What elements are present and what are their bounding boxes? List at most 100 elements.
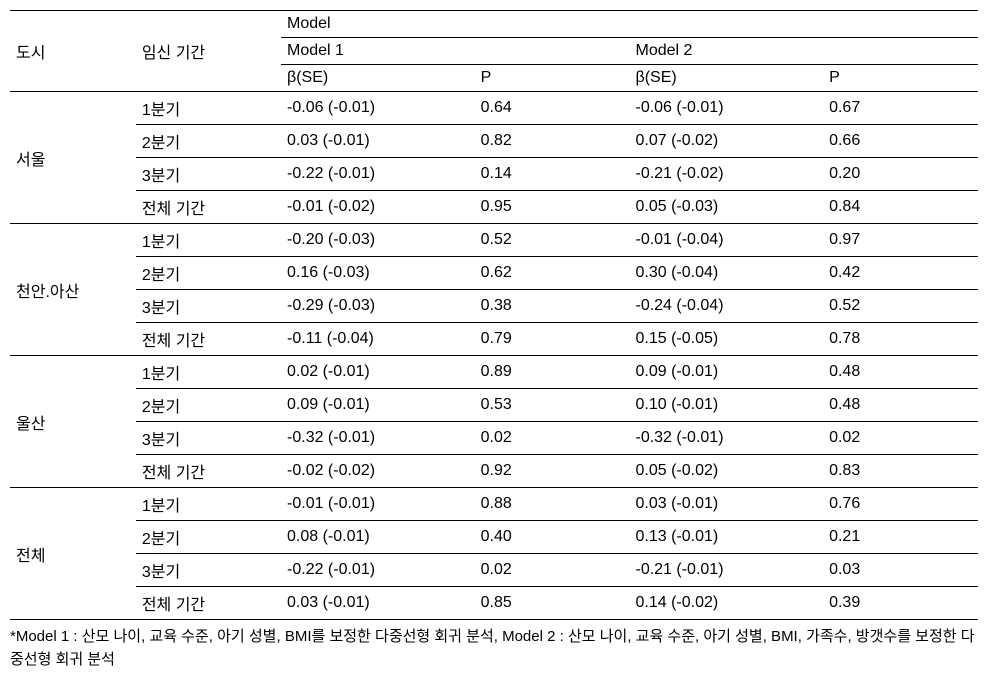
col-m2-bse: β(SE) — [629, 65, 823, 92]
cell-period: 1분기 — [136, 92, 281, 125]
cell-city: 울산 — [10, 356, 136, 488]
cell-m2-p: 0.02 — [823, 422, 978, 455]
cell-m2-p: 0.84 — [823, 191, 978, 224]
cell-m2-bse: 0.05 (-0.03) — [629, 191, 823, 224]
cell-city: 서울 — [10, 92, 136, 224]
cell-m1-p: 0.38 — [475, 290, 630, 323]
cell-m1-bse: -0.06 (-0.01) — [281, 92, 475, 125]
cell-m2-bse: 0.07 (-0.02) — [629, 125, 823, 158]
cell-m2-p: 0.83 — [823, 455, 978, 488]
cell-m2-p: 0.42 — [823, 257, 978, 290]
cell-m2-p: 0.39 — [823, 587, 978, 620]
cell-period: 전체 기간 — [136, 587, 281, 620]
cell-m2-bse: -0.32 (-0.01) — [629, 422, 823, 455]
cell-period: 전체 기간 — [136, 323, 281, 356]
header-row-1: 도시 임신 기간 Model — [10, 11, 978, 38]
cell-m2-bse: -0.21 (-0.02) — [629, 158, 823, 191]
table-row: 3분기 -0.22 (-0.01) 0.14 -0.21 (-0.02) 0.2… — [10, 158, 978, 191]
table-footnote: *Model 1 : 산모 나이, 교육 수준, 아기 성별, BMI를 보정한… — [10, 620, 978, 671]
regression-table: 도시 임신 기간 Model Model 1 Model 2 β(SE) P β… — [10, 10, 978, 620]
table-row: 전체 기간 -0.02 (-0.02) 0.92 0.05 (-0.02) 0.… — [10, 455, 978, 488]
col-city: 도시 — [10, 11, 136, 92]
cell-m2-bse: 0.14 (-0.02) — [629, 587, 823, 620]
cell-m1-bse: -0.02 (-0.02) — [281, 455, 475, 488]
cell-m1-p: 0.85 — [475, 587, 630, 620]
cell-m1-bse: -0.01 (-0.01) — [281, 488, 475, 521]
cell-m2-bse: -0.21 (-0.01) — [629, 554, 823, 587]
cell-m2-bse: -0.06 (-0.01) — [629, 92, 823, 125]
cell-m2-bse: 0.15 (-0.05) — [629, 323, 823, 356]
cell-m2-bse: 0.13 (-0.01) — [629, 521, 823, 554]
table-row: 3분기 -0.22 (-0.01) 0.02 -0.21 (-0.01) 0.0… — [10, 554, 978, 587]
cell-m1-bse: -0.22 (-0.01) — [281, 554, 475, 587]
cell-m2-p: 0.48 — [823, 356, 978, 389]
cell-m1-p: 0.02 — [475, 554, 630, 587]
cell-period: 2분기 — [136, 389, 281, 422]
table-row: 울산 1분기 0.02 (-0.01) 0.89 0.09 (-0.01) 0.… — [10, 356, 978, 389]
cell-m2-p: 0.03 — [823, 554, 978, 587]
cell-m2-bse: -0.24 (-0.04) — [629, 290, 823, 323]
cell-m1-p: 0.14 — [475, 158, 630, 191]
cell-m1-bse: 0.03 (-0.01) — [281, 587, 475, 620]
cell-m1-bse: -0.29 (-0.03) — [281, 290, 475, 323]
table-row: 전체 기간 -0.11 (-0.04) 0.79 0.15 (-0.05) 0.… — [10, 323, 978, 356]
cell-m2-p: 0.48 — [823, 389, 978, 422]
cell-m1-bse: -0.11 (-0.04) — [281, 323, 475, 356]
col-period: 임신 기간 — [136, 11, 281, 92]
col-m1-bse: β(SE) — [281, 65, 475, 92]
table-row: 3분기 -0.29 (-0.03) 0.38 -0.24 (-0.04) 0.5… — [10, 290, 978, 323]
cell-period: 2분기 — [136, 125, 281, 158]
cell-m1-p: 0.89 — [475, 356, 630, 389]
cell-m1-p: 0.62 — [475, 257, 630, 290]
cell-city: 천안.아산 — [10, 224, 136, 356]
cell-m1-bse: -0.20 (-0.03) — [281, 224, 475, 257]
table-row: 3분기 -0.32 (-0.01) 0.02 -0.32 (-0.01) 0.0… — [10, 422, 978, 455]
cell-m2-p: 0.66 — [823, 125, 978, 158]
cell-period: 전체 기간 — [136, 455, 281, 488]
cell-m2-p: 0.67 — [823, 92, 978, 125]
table-row: 서울 1분기 -0.06 (-0.01) 0.64 -0.06 (-0.01) … — [10, 92, 978, 125]
table-row: 천안.아산 1분기 -0.20 (-0.03) 0.52 -0.01 (-0.0… — [10, 224, 978, 257]
cell-m1-bse: 0.03 (-0.01) — [281, 125, 475, 158]
cell-m1-bse: 0.02 (-0.01) — [281, 356, 475, 389]
cell-period: 전체 기간 — [136, 191, 281, 224]
col-model: Model — [281, 11, 978, 38]
cell-m1-p: 0.02 — [475, 422, 630, 455]
table-row: 2분기 0.08 (-0.01) 0.40 0.13 (-0.01) 0.21 — [10, 521, 978, 554]
table-row: 전체 기간 0.03 (-0.01) 0.85 0.14 (-0.02) 0.3… — [10, 587, 978, 620]
cell-period: 3분기 — [136, 158, 281, 191]
cell-m2-bse: 0.30 (-0.04) — [629, 257, 823, 290]
cell-m2-bse: -0.01 (-0.04) — [629, 224, 823, 257]
cell-m2-p: 0.52 — [823, 290, 978, 323]
cell-m1-p: 0.82 — [475, 125, 630, 158]
cell-period: 2분기 — [136, 257, 281, 290]
cell-m2-bse: 0.03 (-0.01) — [629, 488, 823, 521]
cell-m1-p: 0.95 — [475, 191, 630, 224]
cell-m1-bse: -0.01 (-0.02) — [281, 191, 475, 224]
cell-m1-bse: -0.32 (-0.01) — [281, 422, 475, 455]
cell-m1-bse: 0.08 (-0.01) — [281, 521, 475, 554]
col-m2-p: P — [823, 65, 978, 92]
cell-period: 1분기 — [136, 488, 281, 521]
col-model1: Model 1 — [281, 38, 629, 65]
cell-m1-p: 0.92 — [475, 455, 630, 488]
cell-m1-p: 0.64 — [475, 92, 630, 125]
cell-m2-bse: 0.09 (-0.01) — [629, 356, 823, 389]
table-row: 전체 기간 -0.01 (-0.02) 0.95 0.05 (-0.03) 0.… — [10, 191, 978, 224]
table-row: 전체 1분기 -0.01 (-0.01) 0.88 0.03 (-0.01) 0… — [10, 488, 978, 521]
cell-m2-p: 0.21 — [823, 521, 978, 554]
cell-m2-bse: 0.05 (-0.02) — [629, 455, 823, 488]
cell-m2-p: 0.97 — [823, 224, 978, 257]
cell-m1-p: 0.53 — [475, 389, 630, 422]
cell-period: 3분기 — [136, 554, 281, 587]
col-m1-p: P — [475, 65, 630, 92]
cell-m1-bse: 0.09 (-0.01) — [281, 389, 475, 422]
cell-m1-p: 0.88 — [475, 488, 630, 521]
table-row: 2분기 0.16 (-0.03) 0.62 0.30 (-0.04) 0.42 — [10, 257, 978, 290]
cell-m1-p: 0.79 — [475, 323, 630, 356]
table-row: 2분기 0.09 (-0.01) 0.53 0.10 (-0.01) 0.48 — [10, 389, 978, 422]
cell-period: 1분기 — [136, 356, 281, 389]
cell-period: 2분기 — [136, 521, 281, 554]
cell-m2-p: 0.20 — [823, 158, 978, 191]
cell-city: 전체 — [10, 488, 136, 620]
